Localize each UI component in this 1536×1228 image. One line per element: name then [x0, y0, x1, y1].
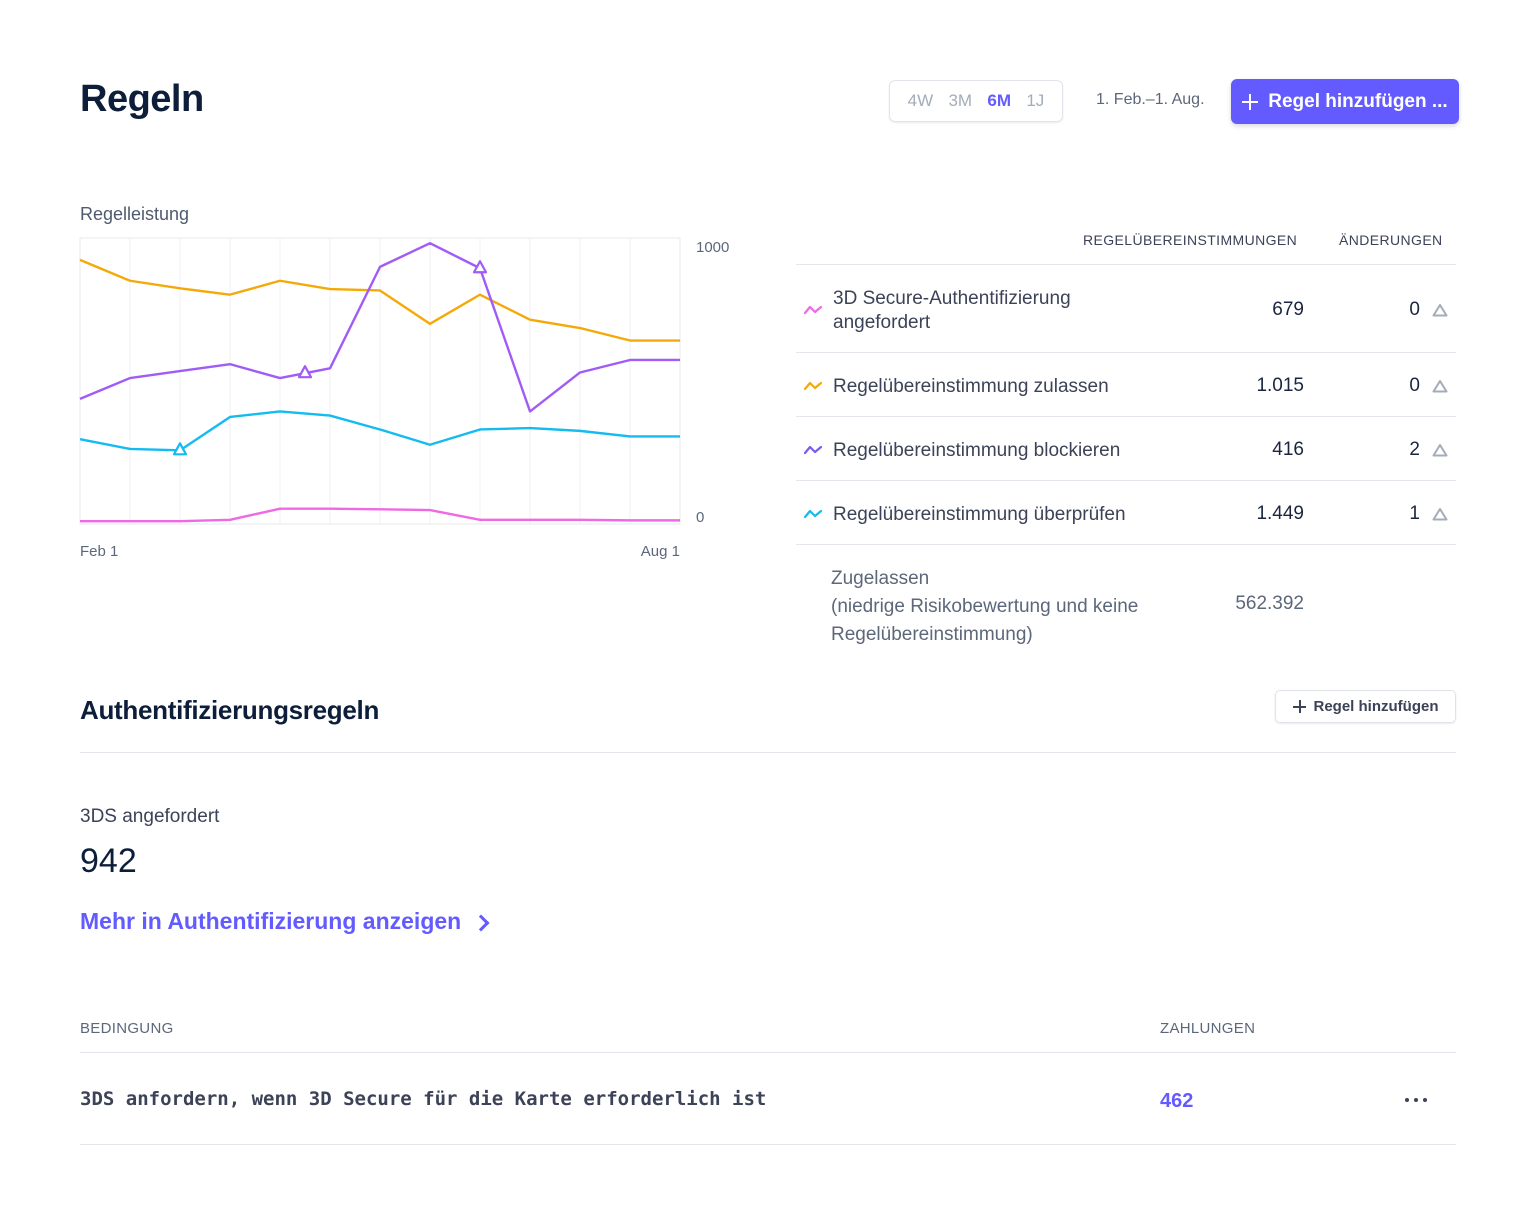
rule-changes-allow: 0: [1409, 375, 1420, 396]
plot-frame: [79, 237, 681, 525]
rule-matches-3ds: 679: [1272, 299, 1304, 320]
range-selector: 4W 3M 6M 1J: [889, 80, 1063, 122]
y-tick-label-min: 0: [696, 509, 704, 526]
allowed-value: 562.392: [1235, 593, 1304, 614]
rule-label-review[interactable]: Regelübereinstimmung überprüfen: [833, 504, 1126, 525]
rule-changes-3ds: 0: [1409, 299, 1420, 320]
series-line-0: [80, 507, 680, 523]
delta-icon: [1432, 380, 1448, 393]
rule-label-3ds[interactable]: 3D Secure-Authentifizierung angefordert: [833, 287, 1071, 335]
rule-changes-block: 2: [1409, 439, 1420, 460]
rule-matches-block: 416: [1272, 439, 1304, 460]
divider: [796, 416, 1456, 417]
chart-title: Regelleistung: [80, 204, 190, 224]
plus-icon: [1242, 93, 1259, 110]
range-option-4w[interactable]: 4W: [907, 91, 934, 110]
add-auth-rule-label: Regel hinzufügen: [1313, 698, 1439, 715]
x-tick-label-start: Feb 1: [80, 543, 118, 560]
page-title: Regeln: [80, 78, 204, 120]
allowed-label-line1: Zugelassen: [831, 568, 930, 589]
range-option-1j[interactable]: 1J: [1026, 91, 1045, 110]
divider: [796, 352, 1456, 353]
series-line-1: [79, 258, 680, 342]
delta-icon: [1432, 444, 1448, 457]
allowed-label-line2: (niedrige Risikobewertung und keine: [831, 596, 1139, 617]
series-line-2: [79, 242, 680, 413]
marker-2: [472, 260, 488, 274]
divider: [796, 544, 1456, 545]
col-header-condition: BEDINGUNG: [80, 1020, 174, 1037]
rule-label-allow[interactable]: Regelübereinstimmung zulassen: [833, 376, 1109, 397]
trend-icon-block: [804, 445, 822, 455]
marker-0: [172, 442, 188, 456]
x-tick-label-end: Aug 1: [641, 543, 680, 560]
chevron-right-icon: [472, 914, 490, 931]
more-in-authentication-link[interactable]: Mehr in Authentifizierung anzeigen: [80, 908, 490, 935]
rule-label-3ds-line1: 3D Secure-Authentifizierung: [833, 288, 1071, 309]
y-tick-label-max: 1000: [696, 239, 729, 256]
rule-matches-review: 1.449: [1256, 503, 1304, 524]
condition-text[interactable]: 3DS anfordern, wenn 3D Secure für die Ka…: [80, 1088, 767, 1110]
add-rule-label: Regel hinzufügen ...: [1268, 90, 1448, 112]
more-link-label: Mehr in Authentifizierung anzeigen: [80, 908, 462, 934]
rule-matches-allow: 1.015: [1256, 375, 1304, 396]
col-header-matches: REGELÜBEREINSTIMMUNGEN: [1083, 232, 1298, 248]
plus-icon: [1292, 700, 1306, 713]
divider: [80, 1052, 1456, 1053]
divider: [796, 264, 1456, 265]
divider: [80, 752, 1456, 753]
trend-icon-3ds: [804, 305, 822, 315]
add-rule-button[interactable]: Regel hinzufügen ...: [1231, 79, 1459, 124]
delta-icon: [1432, 304, 1448, 317]
metric-value: 942: [80, 842, 137, 880]
section-title: Authentifizierungsregeln: [80, 695, 380, 725]
add-auth-rule-button[interactable]: Regel hinzufügen: [1275, 690, 1456, 723]
col-header-changes: ÄNDERUNGEN: [1339, 232, 1443, 248]
rule-label-block[interactable]: Regelübereinstimmung blockieren: [833, 440, 1121, 461]
divider: [80, 1144, 1456, 1145]
rule-label-3ds-line2: angefordert: [833, 312, 931, 333]
date-range-label[interactable]: 1. Feb.–1. Aug.: [1096, 91, 1205, 108]
marker-1: [297, 365, 313, 379]
trend-icon-review: [804, 509, 822, 519]
allowed-label-line3: Regelübereinstimmung): [831, 624, 1033, 645]
metric-label: 3DS angefordert: [80, 806, 220, 827]
payments-value[interactable]: 462: [1160, 1090, 1194, 1112]
range-option-6m[interactable]: 6M: [987, 91, 1012, 110]
col-header-payments: ZAHLUNGEN: [1160, 1020, 1256, 1037]
rule-performance-chart: 1000 0 Feb 1 Aug 1: [79, 237, 729, 560]
more-options-icon[interactable]: [1405, 1096, 1427, 1104]
divider: [796, 480, 1456, 481]
allowed-label: Zugelassen (niedrige Risikobewertung und…: [831, 565, 1138, 649]
range-option-3m[interactable]: 3M: [948, 91, 973, 110]
rule-changes-review: 1: [1409, 503, 1420, 524]
delta-icon: [1432, 508, 1448, 521]
trend-icon-allow: [804, 381, 822, 391]
